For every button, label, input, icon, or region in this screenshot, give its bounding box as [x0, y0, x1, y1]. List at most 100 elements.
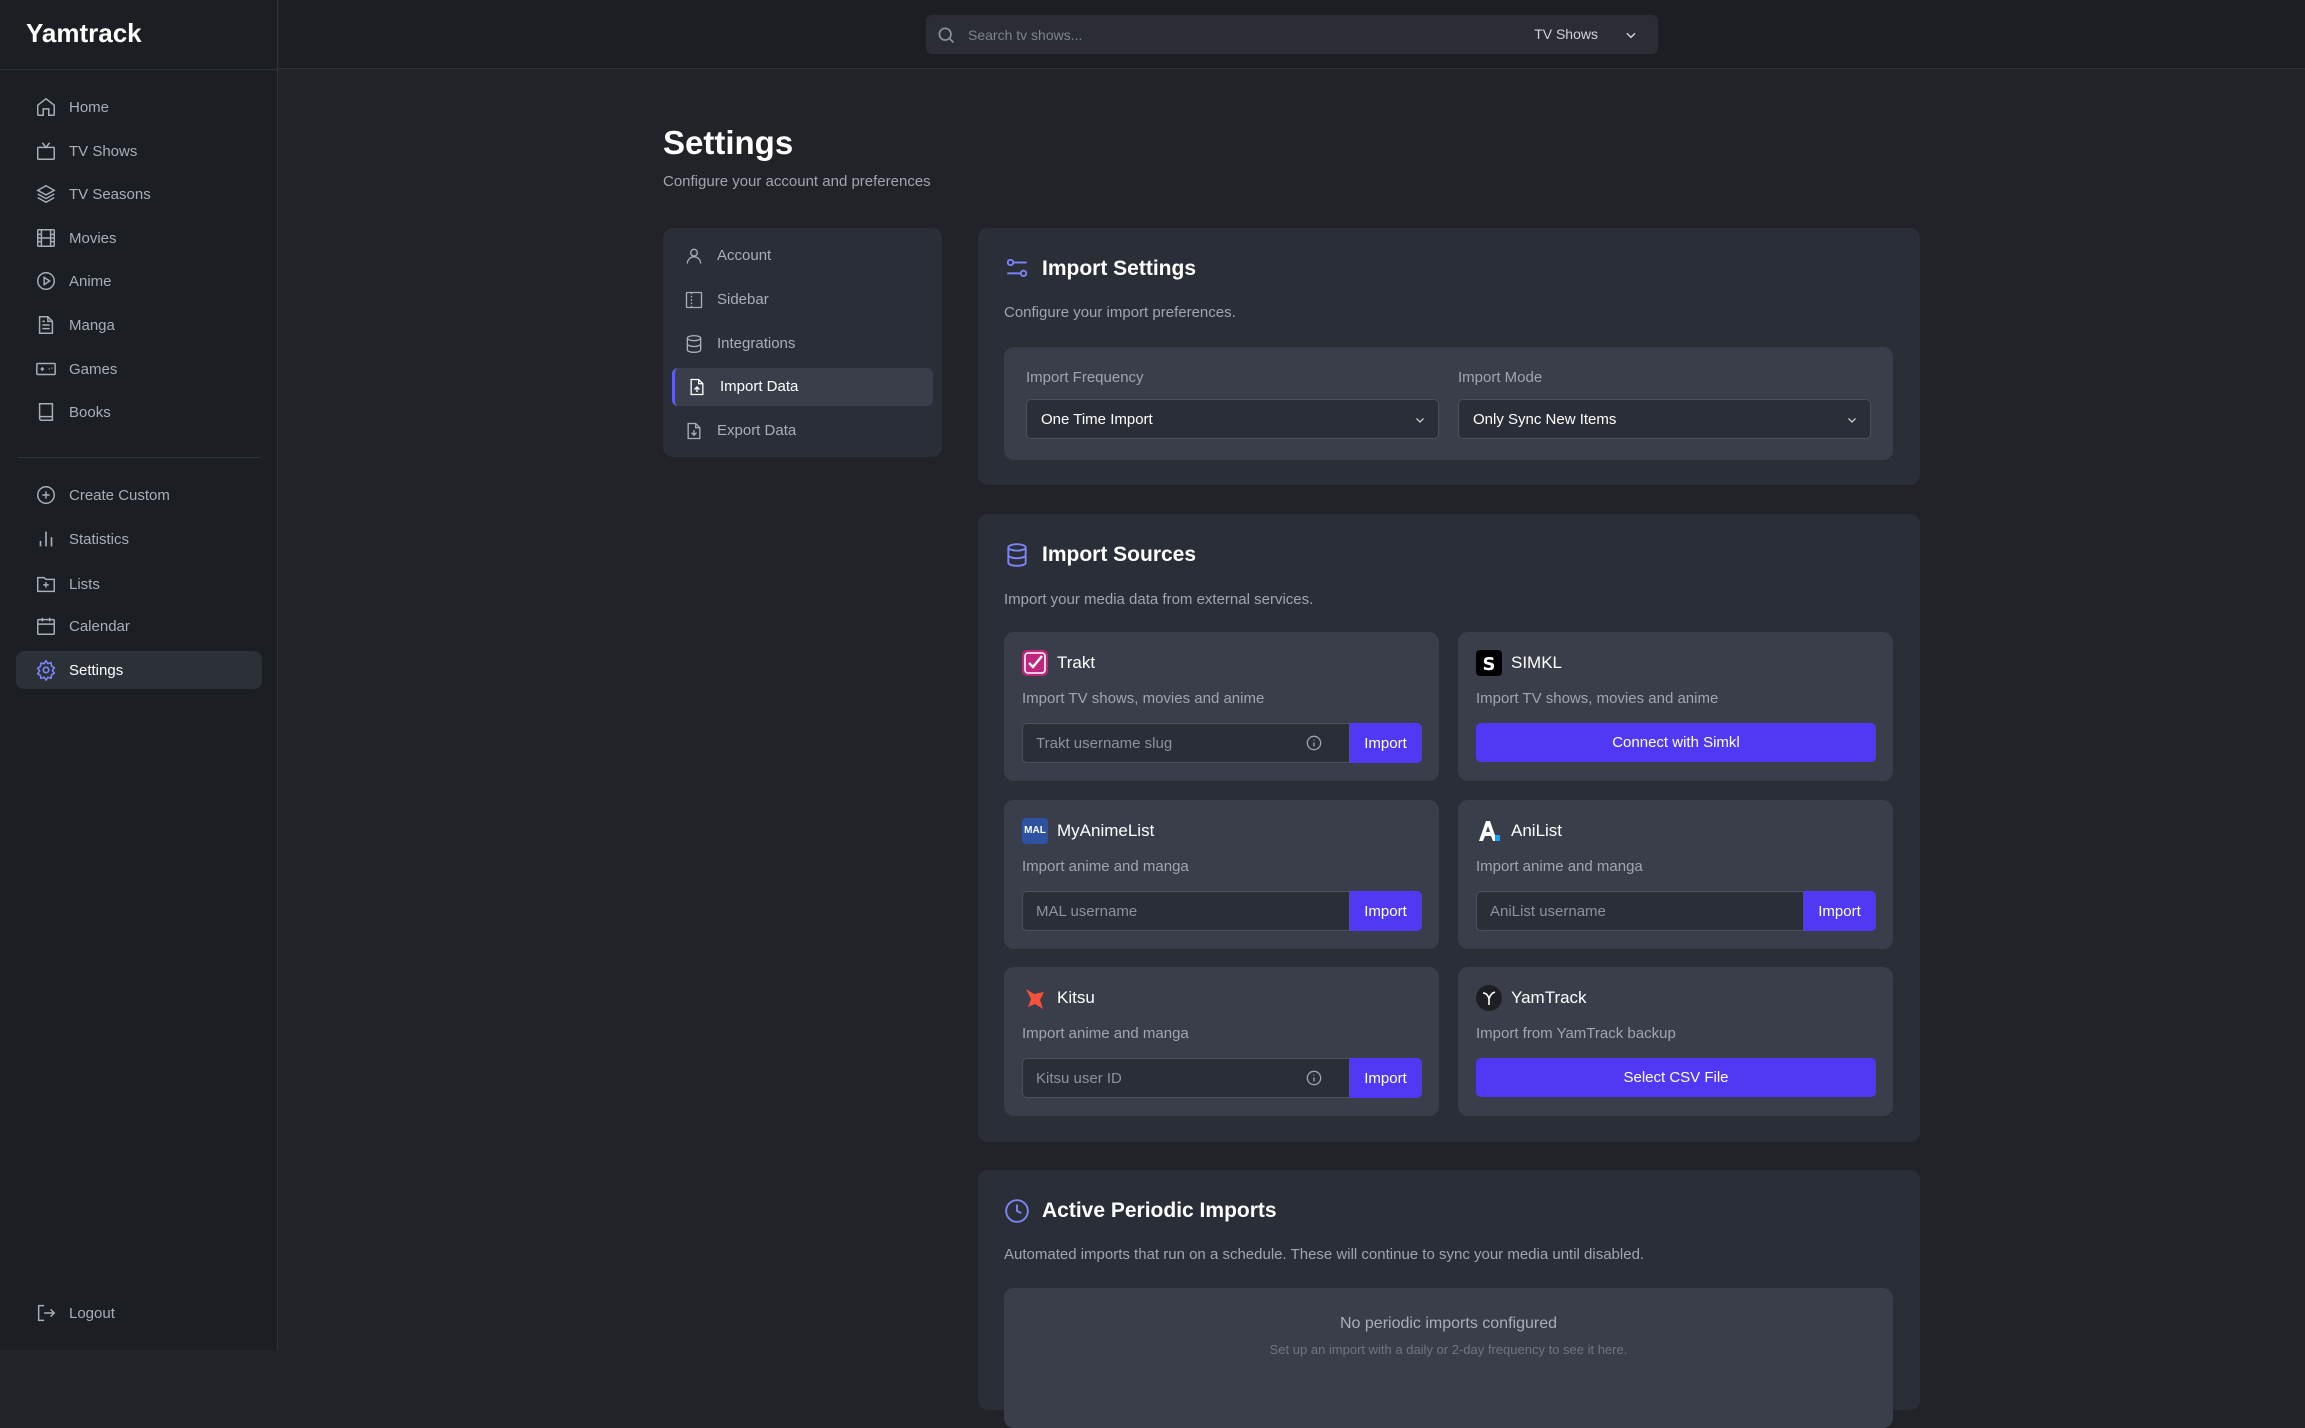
source-description: Import anime and manga — [1022, 1025, 1189, 1042]
sidebar-item-tv-shows[interactable]: TV Shows — [16, 132, 262, 170]
sidebar-item-books[interactable]: Books — [16, 393, 262, 431]
film-icon — [37, 229, 55, 247]
sidebar-item-label: TV Shows — [69, 142, 138, 160]
source-name: Kitsu — [1057, 988, 1095, 1007]
trakt-username-input[interactable] — [1022, 723, 1349, 763]
sidebar-item-label: Books — [69, 403, 111, 421]
sidebar-item-label: Manga — [69, 316, 115, 334]
connect-simkl-button[interactable]: Connect with Simkl — [1476, 723, 1876, 762]
card-description: Configure your import preferences. — [1004, 304, 1236, 321]
folder-plus-icon — [37, 576, 55, 593]
mal-username-input[interactable] — [1022, 891, 1349, 931]
anilist-username-input[interactable] — [1476, 891, 1803, 931]
svg-text:S: S — [1483, 654, 1496, 675]
sidebar-item-calendar[interactable]: Calendar — [16, 607, 262, 645]
sidebar-item-label: TV Seasons — [69, 185, 151, 203]
kitsu-user-id-input[interactable] — [1022, 1058, 1349, 1098]
sliders-icon — [1006, 258, 1028, 278]
app-logo[interactable]: Yamtrack — [26, 18, 142, 48]
bar-chart-icon — [39, 531, 53, 547]
sidebar-item-label: Games — [69, 360, 118, 378]
logout-icon — [37, 1304, 56, 1322]
sidebar-item-statistics[interactable]: Statistics — [16, 520, 262, 558]
sidebar-item-manga[interactable]: Manga — [16, 306, 262, 344]
kitsu-import-button[interactable]: Import — [1349, 1058, 1422, 1098]
book-icon — [38, 403, 54, 421]
file-download-icon — [687, 422, 701, 440]
sidebar-item-anime[interactable]: Anime — [16, 262, 262, 300]
source-card-trakt: Trakt Import TV shows, movies and anime … — [1004, 632, 1439, 781]
source-card-kitsu: Kitsu Import anime and manga Import — [1004, 967, 1439, 1116]
import-mode-select[interactable]: Only Sync New Items — [1458, 399, 1871, 439]
sidebar-item-label: Home — [69, 98, 110, 116]
sidebar-item-home[interactable]: Home — [16, 88, 262, 126]
import-settings-card: Import Settings Configure your import pr… — [978, 228, 1920, 485]
source-card-yamtrack: YamTrack Import from YamTrack backup Sel… — [1458, 967, 1893, 1116]
import-settings-form: Import Frequency One Time Import Import … — [1004, 347, 1893, 460]
source-name: SIMKL — [1511, 653, 1563, 672]
sidebar-divider — [18, 457, 260, 458]
media-type-select[interactable]: TV Shows — [1534, 26, 1598, 42]
source-card-simkl: S SIMKL Import TV shows, movies and anim… — [1458, 632, 1893, 781]
info-icon[interactable] — [1306, 1070, 1322, 1086]
source-description: Import TV shows, movies and anime — [1476, 690, 1719, 707]
database-icon — [686, 335, 702, 354]
database-icon — [1007, 543, 1027, 567]
chevron-down-icon[interactable] — [1624, 28, 1638, 42]
settings-nav-account[interactable]: Account — [672, 237, 933, 275]
card-title: Import Sources — [1042, 543, 1197, 566]
user-icon — [686, 248, 702, 264]
settings-nav-label: Export Data — [717, 422, 797, 439]
select-value: Only Sync New Items — [1473, 411, 1617, 428]
sidebar-item-lists[interactable]: Lists — [16, 565, 262, 603]
settings-nav-integrations[interactable]: Integrations — [672, 325, 933, 363]
simkl-logo-icon: S — [1476, 650, 1502, 676]
settings-nav-import-data[interactable]: Import Data — [672, 368, 933, 406]
settings-nav-export-data[interactable]: Export Data — [672, 412, 933, 450]
plus-circle-icon — [37, 486, 55, 504]
sidebar-item-label: Calendar — [69, 617, 130, 635]
chevron-down-icon — [1848, 418, 1856, 423]
calendar-icon — [37, 617, 55, 635]
sidebar-item-tv-seasons[interactable]: TV Seasons — [16, 175, 262, 213]
file-upload-icon — [690, 378, 704, 396]
search-bar: TV Shows — [926, 15, 1658, 54]
periodic-empty-state: No periodic imports configured Set up an… — [1004, 1288, 1893, 1428]
source-description: Import anime and manga — [1022, 858, 1189, 875]
sidebar-item-label: Settings — [69, 661, 124, 679]
mal-import-button[interactable]: Import — [1349, 891, 1422, 931]
settings-nav-sidebar[interactable]: Sidebar — [672, 281, 933, 319]
periodic-imports-card: Active Periodic Imports Automated import… — [978, 1170, 1920, 1428]
import-frequency-select[interactable]: One Time Import — [1026, 399, 1439, 439]
sidebar-item-settings[interactable]: Settings — [16, 651, 262, 689]
info-icon[interactable] — [1306, 735, 1322, 751]
layers-icon — [36, 184, 56, 204]
trakt-import-button[interactable]: Import — [1349, 723, 1422, 763]
import-mode-label: Import Mode — [1458, 369, 1543, 386]
sidebar: Yamtrack Home TV Shows TV Seasons Movies… — [0, 0, 278, 1350]
source-name: AniList — [1511, 821, 1563, 840]
clock-icon — [1005, 1199, 1029, 1223]
import-frequency-label: Import Frequency — [1026, 369, 1144, 386]
settings-nav-label: Import Data — [720, 378, 799, 395]
myanimelist-logo-icon: MAL — [1022, 818, 1048, 844]
play-circle-icon — [37, 272, 55, 290]
page-subtitle: Configure your account and preferences — [663, 173, 931, 190]
sidebar-item-create-custom[interactable]: Create Custom — [16, 476, 262, 514]
divider — [0, 69, 278, 70]
source-description: Import from YamTrack backup — [1476, 1025, 1676, 1042]
logout-button[interactable]: Logout — [16, 1294, 262, 1332]
logout-label: Logout — [69, 1304, 115, 1322]
tv-icon — [37, 142, 55, 160]
source-description: Import TV shows, movies and anime — [1022, 690, 1265, 707]
sidebar-item-games[interactable]: Games — [16, 350, 262, 388]
card-title: Import Settings — [1042, 257, 1197, 280]
sidebar-item-movies[interactable]: Movies — [16, 219, 262, 257]
select-csv-file-button[interactable]: Select CSV File — [1476, 1058, 1876, 1097]
page-title: Settings — [663, 124, 794, 161]
anilist-import-button[interactable]: Import — [1803, 891, 1876, 931]
source-description: Import anime and manga — [1476, 858, 1643, 875]
card-title: Active Periodic Imports — [1042, 1199, 1277, 1222]
source-name: Trakt — [1057, 653, 1096, 672]
search-input[interactable] — [968, 15, 1468, 54]
